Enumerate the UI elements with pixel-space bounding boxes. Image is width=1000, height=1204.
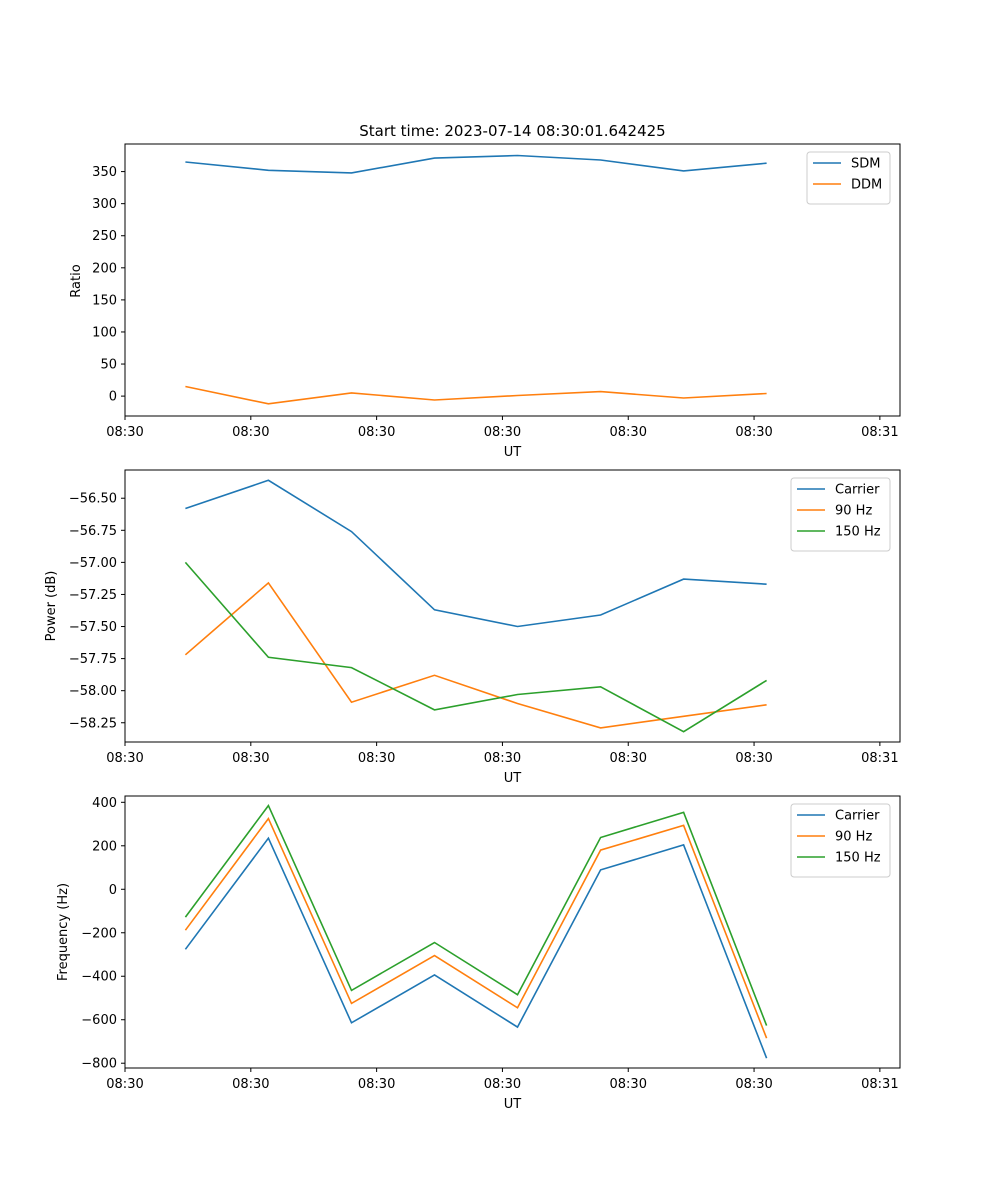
ratio-axes: 08:30 08:30 08:30 08:30 08:30 08:30 08:31 0 50 10…: [92, 143, 901, 440]
legend-label: Carrier: [835, 809, 880, 824]
series-line-150-hz: [184, 561, 768, 733]
frequency-panel: 08:30 08:30 08:30 08:30 08:30 08:30 08:31 −800 −…: [56, 795, 901, 1112]
series-line-150-hz: [184, 804, 768, 1026]
legend-label: SDM: [851, 157, 880, 172]
y-tick-label: −56.50: [69, 492, 117, 507]
x-tick-label: 08:30: [106, 1077, 143, 1092]
y-tick-label: −57.75: [69, 652, 117, 667]
y-tick-label: 400: [92, 796, 117, 811]
x-tick-label: 08:30: [358, 425, 395, 440]
ratio-panel: Start time: 2023-07-14 08:30:01.642425 0…: [69, 122, 901, 460]
x-tick-label: 08:30: [610, 425, 647, 440]
legend-box: [806, 151, 891, 205]
y-tick-label: 50: [100, 358, 117, 373]
x-tick-label: 08:30: [106, 751, 143, 766]
y-axis-label: Ratio: [69, 264, 84, 297]
y-tick-label: −57.50: [69, 620, 117, 635]
y-tick-label: −600: [81, 1013, 117, 1028]
x-tick-label: 08:30: [610, 751, 647, 766]
x-axis-label: UT: [504, 445, 522, 460]
legend-label: 150 Hz: [835, 851, 881, 866]
y-tick-label: 250: [92, 229, 117, 244]
x-tick-label: 08:30: [735, 751, 772, 766]
series-line-90-hz: [184, 581, 767, 729]
x-tick-label: 08:30: [232, 1077, 269, 1092]
y-tick-label: −57.25: [69, 588, 117, 603]
legend-label: DDM: [851, 178, 882, 193]
x-tick-label: 08:30: [735, 1077, 772, 1092]
legend: Carrier 90 Hz 150 Hz: [790, 477, 891, 552]
y-tick-label: −400: [81, 970, 117, 985]
y-tick-label: 0: [109, 390, 117, 405]
legend-label: Carrier: [835, 483, 880, 498]
y-tick-label: −56.75: [69, 524, 117, 539]
x-tick-label: 08:30: [358, 1077, 395, 1092]
axes-frame: [124, 469, 901, 743]
series-line-ddm: [185, 385, 767, 405]
x-tick-label: 08:30: [735, 425, 772, 440]
legend: Carrier 90 Hz 150 Hz: [790, 803, 891, 878]
frequency-axes: 08:30 08:30 08:30 08:30 08:30 08:30 08:31 −800 −…: [81, 795, 901, 1092]
y-tick-label: 200: [92, 839, 117, 854]
legend-label: 150 Hz: [835, 525, 881, 540]
y-tick-label: 100: [92, 325, 117, 340]
x-tick-label: 08:31: [861, 1077, 898, 1092]
series-line-carrier: [184, 836, 768, 1059]
series-line-sdm: [185, 154, 767, 174]
y-tick-label: 200: [92, 261, 117, 276]
legend-label: 90 Hz: [835, 504, 872, 519]
axes-frame: [124, 795, 901, 1069]
y-tick-label: −800: [81, 1057, 117, 1072]
power-axes: 08:30 08:30 08:30 08:30 08:30 08:30 08:31 −58.2…: [69, 469, 901, 766]
x-tick-label: 08:31: [861, 425, 898, 440]
series-line-90-hz: [184, 817, 768, 1039]
chart-title: Start time: 2023-07-14 08:30:01.642425: [359, 122, 665, 140]
y-axis-label: Frequency (Hz): [56, 883, 71, 981]
y-tick-label: −58.00: [69, 684, 117, 699]
y-tick-label: 300: [92, 197, 117, 212]
y-tick-label: 0: [109, 883, 117, 898]
x-axis-label: UT: [504, 1097, 522, 1112]
x-tick-label: 08:30: [484, 1077, 521, 1092]
legend: SDM DDM: [806, 151, 891, 205]
x-tick-label: 08:30: [232, 751, 269, 766]
x-tick-label: 08:30: [232, 425, 269, 440]
legend-box: [790, 477, 891, 552]
y-tick-label: 350: [92, 165, 117, 180]
power-panel: 08:30 08:30 08:30 08:30 08:30 08:30 08:31 −58.2…: [44, 469, 901, 786]
x-tick-label: 08:30: [106, 425, 143, 440]
x-axis-label: UT: [504, 771, 522, 786]
axes-frame: [124, 143, 901, 417]
x-tick-label: 08:30: [610, 1077, 647, 1092]
y-tick-label: 150: [92, 293, 117, 308]
y-tick-label: −200: [81, 926, 117, 941]
x-tick-label: 08:31: [861, 751, 898, 766]
x-tick-label: 08:30: [484, 425, 521, 440]
x-tick-label: 08:30: [484, 751, 521, 766]
y-tick-label: −57.00: [69, 556, 117, 571]
series-line-carrier: [185, 479, 767, 628]
x-tick-label: 08:30: [358, 751, 395, 766]
y-axis-label: Power (dB): [44, 571, 59, 642]
y-tick-label: −58.25: [69, 716, 117, 731]
legend-label: 90 Hz: [835, 830, 872, 845]
legend-box: [790, 803, 891, 878]
